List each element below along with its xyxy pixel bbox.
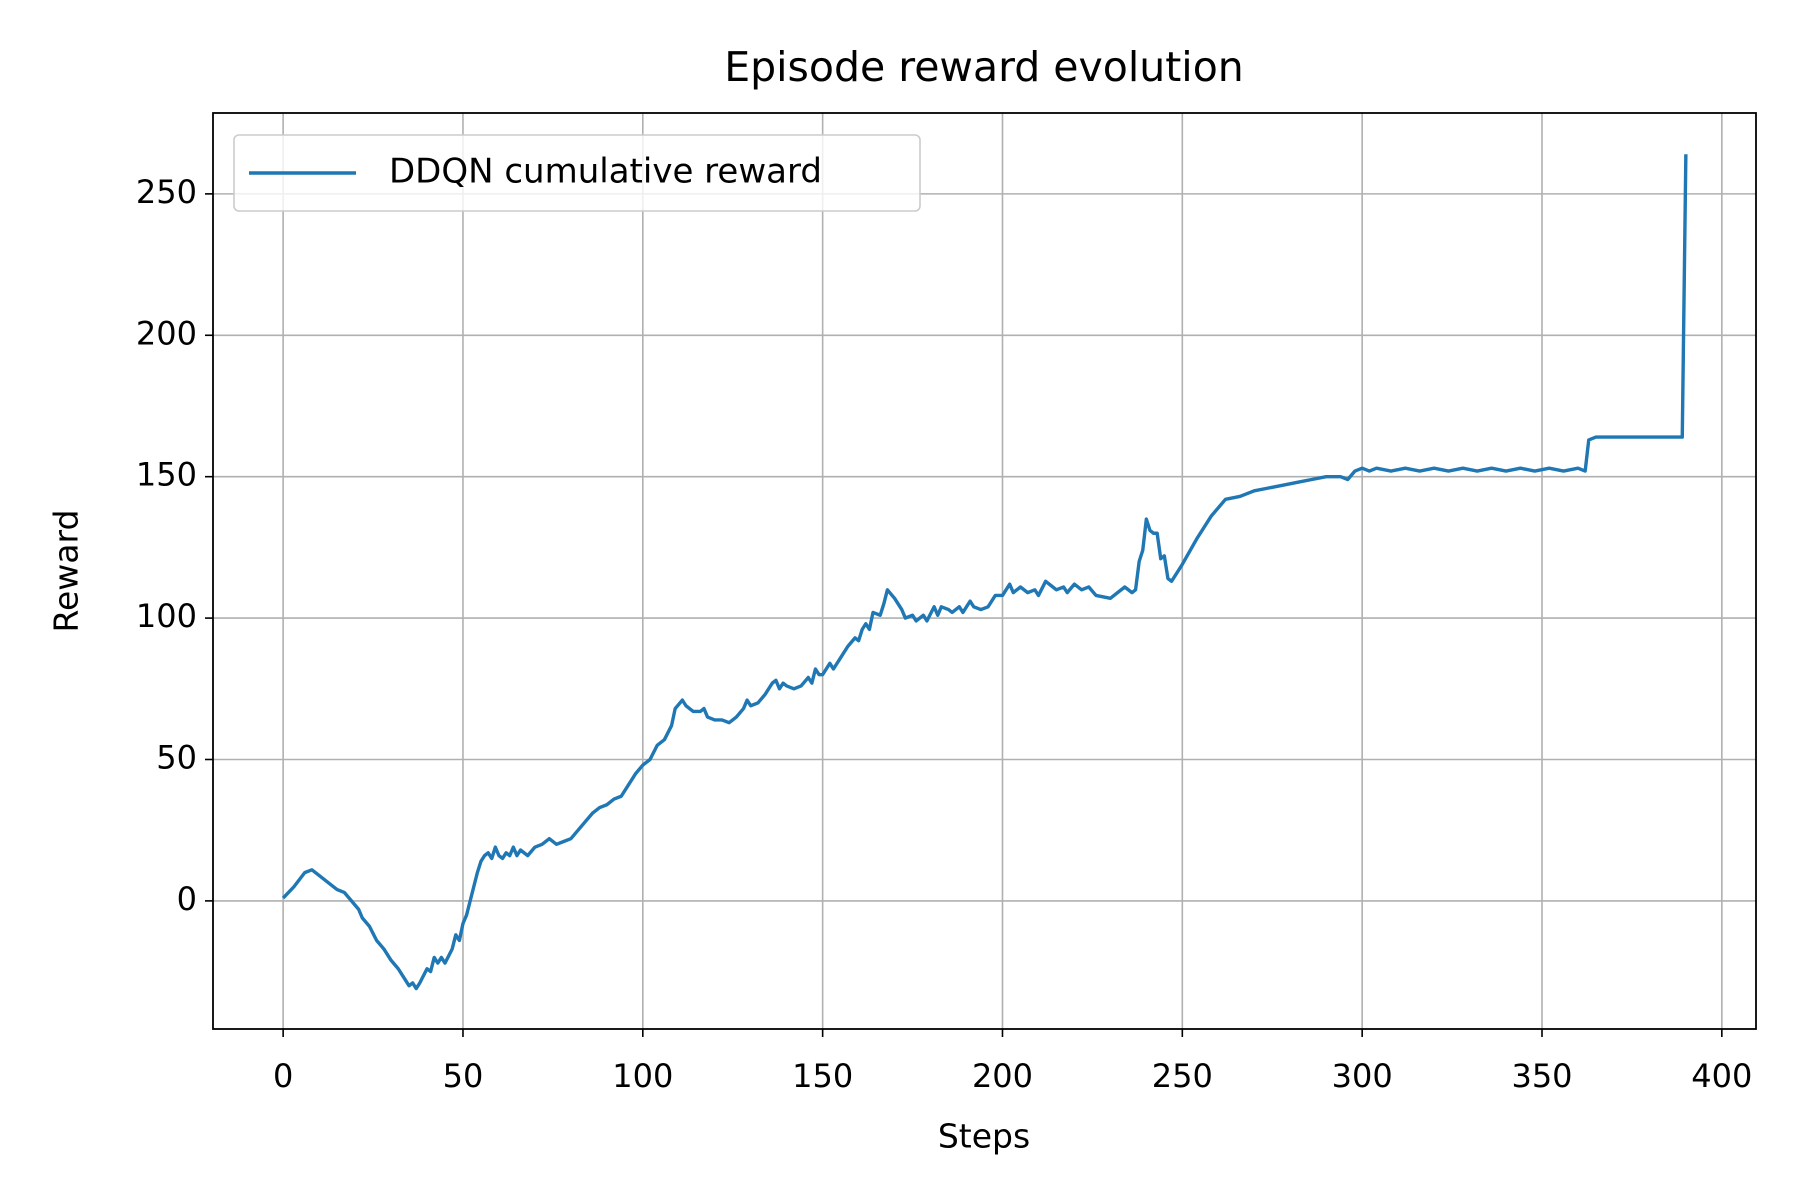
y-tick-label: 50: [156, 738, 197, 776]
line-series: [281, 154, 1688, 991]
x-tick-label: 0: [273, 1057, 293, 1095]
x-tick-label: 50: [443, 1057, 484, 1095]
y-tick-label: 200: [136, 314, 197, 352]
x-tick-label: 350: [1511, 1057, 1572, 1095]
y-tick-label: 0: [177, 880, 197, 918]
x-tick-label: 100: [612, 1057, 673, 1095]
y-tick-label: 100: [136, 597, 197, 635]
x-tick-label: 200: [972, 1057, 1033, 1095]
plot-frame: [212, 112, 1757, 1030]
x-tick-label: 300: [1332, 1057, 1393, 1095]
x-tick-label: 400: [1691, 1057, 1752, 1095]
y-axis-label: Reward: [47, 510, 86, 633]
legend-box: [233, 134, 921, 212]
chart-title: Episode reward evolution: [724, 43, 1244, 91]
legend: DDQN cumulative reward: [233, 134, 921, 212]
x-axis-label: Steps: [938, 1117, 1030, 1156]
legend-label: DDQN cumulative reward: [389, 152, 822, 192]
y-tick-label: 250: [136, 173, 197, 211]
x-tick-label: 250: [1152, 1057, 1213, 1095]
y-tick-label: 150: [136, 456, 197, 494]
x-tick-label: 150: [792, 1057, 853, 1095]
